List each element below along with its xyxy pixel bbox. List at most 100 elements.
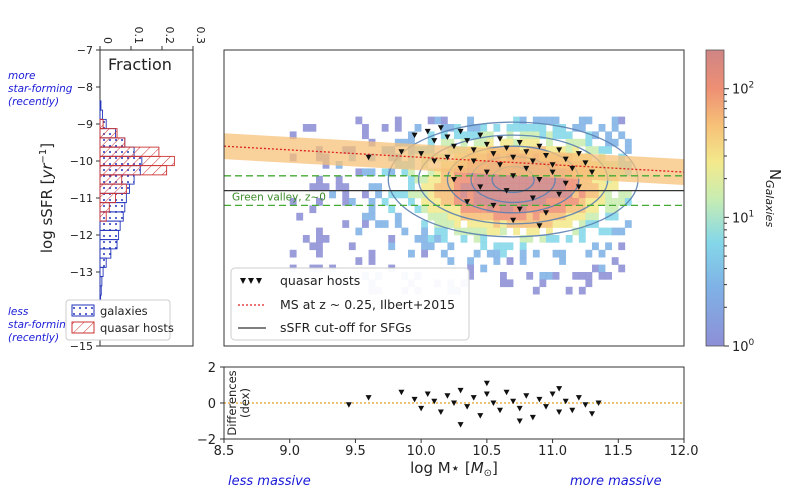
difference-point xyxy=(457,422,464,428)
heatmap-cell xyxy=(427,116,435,125)
heatmap-cell xyxy=(605,190,613,199)
heatmap-cell xyxy=(500,227,507,236)
heatmap-cell xyxy=(500,183,507,191)
hist-legend: galaxies quasar hosts xyxy=(65,299,174,341)
heatmap-cell xyxy=(618,131,626,140)
heatmap-cell xyxy=(427,190,435,199)
heatmap-cell xyxy=(611,227,619,236)
heatmap-cell xyxy=(618,264,626,273)
heatmap-cell xyxy=(519,235,527,243)
heatmap-cell xyxy=(493,205,501,214)
heatmap-cell xyxy=(605,272,613,280)
heatmap-cell xyxy=(585,220,593,228)
legend-quasar-marker xyxy=(240,278,246,284)
heatmap-cell xyxy=(480,212,488,221)
heatmap-cell xyxy=(473,220,481,228)
heatmap-cell xyxy=(342,220,350,228)
heatmap-cell xyxy=(578,227,586,236)
unit: yr xyxy=(38,163,56,180)
heatmap-cell xyxy=(467,183,475,191)
heatmap-cell xyxy=(519,146,527,154)
heatmap-cell xyxy=(368,168,376,177)
heatmap-cell xyxy=(611,212,619,221)
heatmap-cell xyxy=(408,249,415,258)
heatmap-cell xyxy=(618,190,626,199)
heatmap-cell xyxy=(605,146,613,154)
difference-point xyxy=(483,380,490,387)
heatmap-cell xyxy=(486,220,494,228)
galaxies-bar xyxy=(99,239,118,250)
heatmap-cell xyxy=(473,198,481,206)
heatmap-cell xyxy=(611,116,619,125)
heatmap-cell xyxy=(578,183,586,191)
quasar-host-point xyxy=(503,145,510,152)
heatmap-cell xyxy=(618,227,626,236)
diff-y-tick-label: 0 xyxy=(208,397,216,412)
heatmap-cell xyxy=(348,242,356,251)
heatmap-cell xyxy=(539,212,547,221)
galaxies-bar xyxy=(99,248,112,259)
heatmap-cell xyxy=(454,205,461,214)
diff-x-tick-label: 9.0 xyxy=(279,444,300,459)
difference-point xyxy=(536,396,543,403)
heatmap-cell xyxy=(565,220,573,228)
heatmap-cell xyxy=(473,235,481,243)
hist-y-tick-label: −7 xyxy=(77,44,93,57)
heatmap-cell xyxy=(578,198,586,206)
heatmap-cell xyxy=(421,242,429,251)
heatmap-cell xyxy=(401,227,409,236)
heatmap-cell xyxy=(316,198,323,206)
heatmap-cell xyxy=(592,190,599,199)
difference-point xyxy=(457,387,464,394)
heatmap-cell xyxy=(546,205,553,214)
heatmap-cell xyxy=(546,220,553,228)
heatmap-cell xyxy=(539,198,547,206)
heatmap-cell xyxy=(519,124,527,132)
heatmap-cell xyxy=(506,205,514,214)
quasar-host-point xyxy=(483,169,490,176)
quasar-hosts-bar xyxy=(99,211,107,222)
diff-y-tick-label: 2 xyxy=(208,361,216,376)
heatmap-cell xyxy=(513,212,521,221)
legend-galaxies-label: galaxies xyxy=(100,304,148,318)
heatmap-cell xyxy=(578,138,586,147)
svg-text:(recently): (recently) xyxy=(8,96,59,108)
difference-point xyxy=(556,386,563,392)
heatmap-cell xyxy=(618,242,626,251)
heatmap-cell xyxy=(394,212,402,221)
hist-y-tick-label: −13 xyxy=(70,266,93,279)
heatmap-cell xyxy=(500,242,507,251)
quasar-host-point xyxy=(437,125,444,131)
svg-text:(recently): (recently) xyxy=(8,332,59,344)
quasar-host-point xyxy=(549,169,556,176)
heatmap-cell xyxy=(572,175,580,184)
heatmap-cell xyxy=(578,220,586,228)
quasar-host-point xyxy=(556,147,563,153)
quasar-host-point xyxy=(510,154,517,161)
heatmap-cell xyxy=(506,138,514,147)
heatmap-cell xyxy=(513,205,521,214)
heatmap-cell xyxy=(526,212,534,221)
differences-panel: 2 0 −28.5 9.0 9.5 10.0 10.5 11.0 11.5 12.0 Differe… xyxy=(197,361,699,479)
heatmap-cell xyxy=(611,183,619,191)
heatmap-cell xyxy=(440,175,448,184)
heatmap-cell xyxy=(394,124,402,132)
difference-point xyxy=(431,398,438,405)
diff-x-tick-label: 10.0 xyxy=(407,444,436,459)
heatmap-cell xyxy=(500,138,507,147)
heatmap-cell xyxy=(572,212,580,221)
heatmap-cell xyxy=(362,190,369,199)
diff-x-tick-label: 11.5 xyxy=(604,444,633,459)
heatmap-cell xyxy=(447,242,455,251)
heatmap-cell xyxy=(500,272,507,280)
heatmap-cell xyxy=(486,227,494,236)
diff-y-tick-label: −2 xyxy=(197,433,216,448)
heatmap-cell xyxy=(592,131,599,140)
heatmap-cell xyxy=(467,257,475,265)
heatmap-cell xyxy=(605,205,613,214)
heatmap-cell xyxy=(473,205,481,214)
heatmap-cell xyxy=(460,183,468,191)
heatmap-cell xyxy=(585,146,593,154)
heatmap-cell xyxy=(427,168,435,177)
heatmap-cell xyxy=(414,124,422,132)
